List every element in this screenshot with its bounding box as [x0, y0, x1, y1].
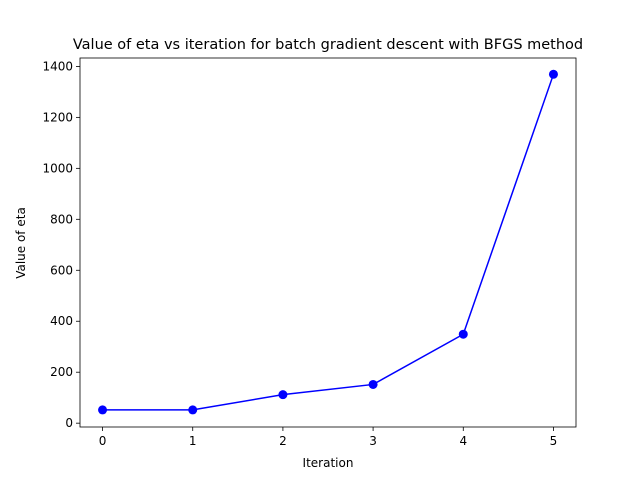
y-tick-label: 200 — [50, 365, 73, 379]
data-point — [548, 69, 558, 79]
x-tick-label: 4 — [459, 434, 467, 448]
data-point — [458, 329, 468, 339]
data-point — [188, 405, 198, 415]
y-tick-label: 800 — [50, 212, 73, 226]
y-tick-label: 400 — [50, 314, 73, 328]
x-tick-label: 3 — [369, 434, 377, 448]
data-point — [368, 379, 378, 389]
x-tick-label: 5 — [550, 434, 558, 448]
chart-title: Value of eta vs iteration for batch grad… — [73, 37, 583, 53]
series-layer — [98, 69, 558, 415]
y-tick-label: 1000 — [42, 161, 73, 175]
y-tick-label: 1200 — [42, 110, 73, 124]
data-point — [98, 405, 108, 415]
y-tick-label: 0 — [65, 416, 73, 430]
y-axis-label: Value of eta — [14, 207, 28, 279]
x-tick-label: 1 — [189, 434, 197, 448]
plot-frame — [79, 57, 577, 428]
x-axis-label: Iteration — [303, 456, 354, 470]
data-point — [278, 390, 288, 400]
y-tick-label: 600 — [50, 263, 73, 277]
series-line — [102, 74, 555, 411]
y-tick-label: 1400 — [42, 59, 73, 73]
ticks-layer: 0 1 2 3 4 5 0 200 400 600 800 1000 1200 1400 — [42, 59, 557, 448]
x-tick-label: 2 — [279, 434, 287, 448]
x-tick-label: 0 — [99, 434, 107, 448]
